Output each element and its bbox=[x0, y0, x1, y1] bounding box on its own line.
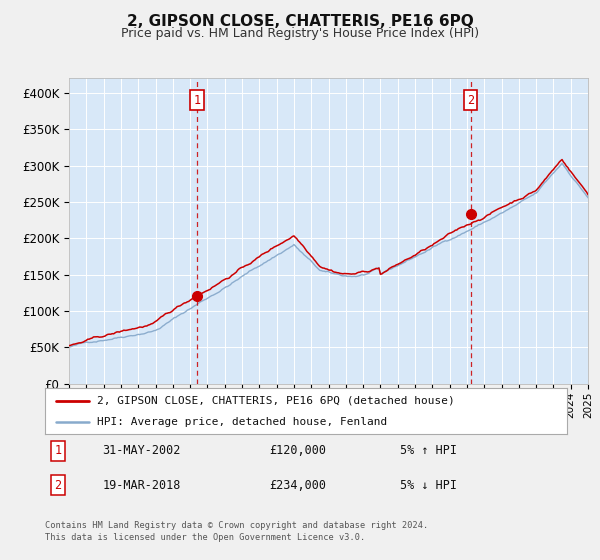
Text: 1: 1 bbox=[55, 445, 62, 458]
Text: 19-MAR-2018: 19-MAR-2018 bbox=[103, 479, 181, 492]
Text: 2, GIPSON CLOSE, CHATTERIS, PE16 6PQ: 2, GIPSON CLOSE, CHATTERIS, PE16 6PQ bbox=[127, 14, 473, 29]
Text: 31-MAY-2002: 31-MAY-2002 bbox=[103, 445, 181, 458]
Text: 2, GIPSON CLOSE, CHATTERIS, PE16 6PQ (detached house): 2, GIPSON CLOSE, CHATTERIS, PE16 6PQ (de… bbox=[97, 396, 455, 406]
Text: 1: 1 bbox=[194, 94, 201, 107]
Text: HPI: Average price, detached house, Fenland: HPI: Average price, detached house, Fenl… bbox=[97, 417, 388, 427]
Text: 5% ↑ HPI: 5% ↑ HPI bbox=[400, 445, 457, 458]
Text: £234,000: £234,000 bbox=[269, 479, 326, 492]
Text: 2: 2 bbox=[467, 94, 474, 107]
Text: Contains HM Land Registry data © Crown copyright and database right 2024.: Contains HM Land Registry data © Crown c… bbox=[45, 521, 428, 530]
Text: This data is licensed under the Open Government Licence v3.0.: This data is licensed under the Open Gov… bbox=[45, 533, 365, 542]
Text: 5% ↓ HPI: 5% ↓ HPI bbox=[400, 479, 457, 492]
Text: £120,000: £120,000 bbox=[269, 445, 326, 458]
Text: 2: 2 bbox=[55, 479, 62, 492]
Text: Price paid vs. HM Land Registry's House Price Index (HPI): Price paid vs. HM Land Registry's House … bbox=[121, 27, 479, 40]
